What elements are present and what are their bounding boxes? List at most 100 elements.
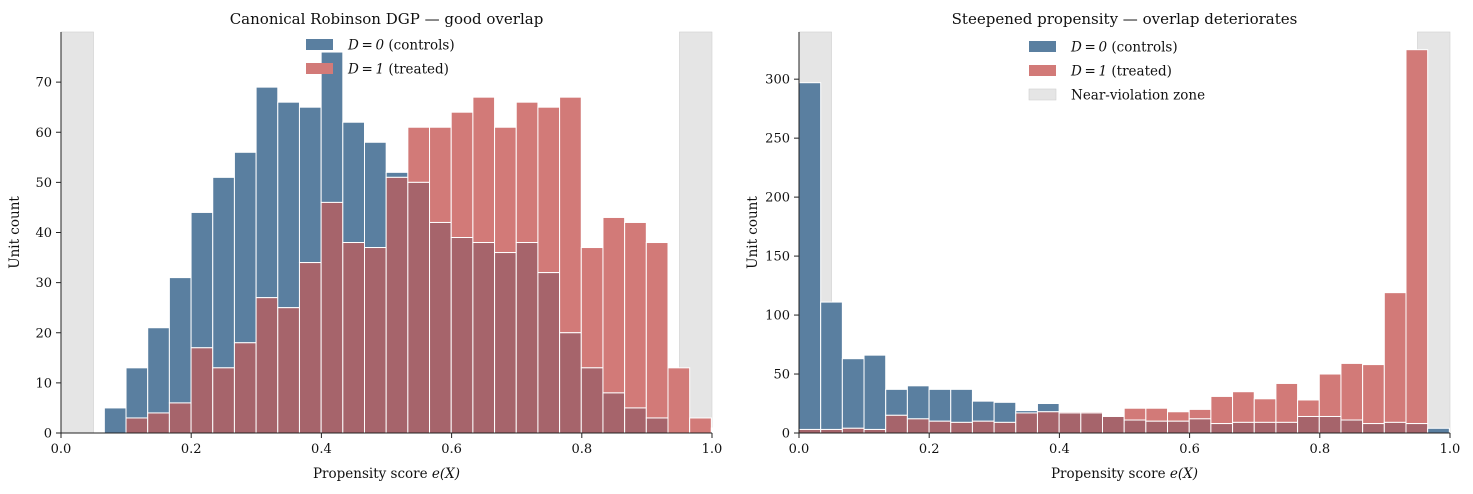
overlap-bar [1210,423,1234,434]
overlap-bar [1253,421,1277,434]
controls-bar [906,385,930,420]
y-tick-label: 40 [35,226,52,241]
y-tick-label: 100 [765,309,790,324]
overlap-bar [602,392,626,434]
controls-bar [363,141,387,249]
near-violation-zone [679,31,713,434]
overlap-bar [1101,415,1125,434]
overlap-bar [993,421,1017,434]
overlap-bar [537,272,561,434]
overlap-bar [820,428,843,434]
overlap-bar [928,420,952,434]
legend-swatch-controls [306,39,333,50]
legend-label-treated: D = 1 (treated) [347,62,449,78]
overlap-bar [190,347,214,434]
overlap-bar [1080,412,1103,434]
y-axis-label: Unit count [745,196,761,269]
y-tick-label: 10 [35,376,52,391]
legend-math: D = 1 [347,62,384,78]
overlap-bar [1167,420,1190,434]
x-tick-label: 0.2 [181,442,202,457]
x-tick-label: 0.0 [789,442,810,457]
legend-swatch-treated [1029,65,1056,76]
overlap-bar [645,417,669,434]
treated-bar [580,247,604,369]
overlap-bar [559,332,582,434]
overlap-bar [906,418,930,434]
treated-bar [1405,49,1429,425]
treated-bar [689,417,712,434]
y-tick-label: 0 [44,427,52,442]
overlap-bar [1036,411,1060,434]
overlap-bar [1145,420,1169,434]
x-tick-label: 0.4 [311,442,332,457]
treated-bar [1253,398,1277,423]
overlap-bar [255,297,279,434]
overlap-bar [1232,421,1255,434]
treated-bar [1232,391,1255,423]
overlap-bar [450,237,474,434]
y-tick-label: 70 [35,76,52,91]
treated-bar [1340,362,1364,421]
controls-bar [298,106,322,264]
treated-bar [645,242,669,419]
near-violation-zone [60,31,94,434]
controls-bar [820,301,843,430]
y-tick-label: 20 [35,326,52,341]
chart-title: Canonical Robinson DGP — good overlap [230,10,544,28]
overlap-bar [1340,419,1364,434]
x-tick-label: 0.6 [1179,442,1200,457]
treated-bar [472,96,496,244]
overlap-bar [841,427,865,434]
chart-1: 0.0 0.2 0.4 0.6 0.8 1.0 0 10 20 30 40 50 60 70 Canonic… [7,10,722,482]
legend-swatch-treated [306,63,333,74]
chart-title: Steepened propensity — overlap deteriora… [952,10,1298,28]
overlap-bar [212,367,235,434]
treated-bar [1362,364,1385,425]
controls-bar [971,400,995,422]
y-tick-label: 0 [782,427,790,442]
legend-label-controls: D = 0 (controls) [1070,40,1178,56]
overlap-bar [863,428,887,434]
legend-text-part: Near-violation zone [1071,88,1205,104]
controls-bar [385,171,409,178]
treated-bar [537,106,561,274]
overlap-bar [1297,415,1320,434]
overlap-bar [298,262,322,434]
legend-text-part: (controls) [384,38,454,54]
overlap-bar [233,342,257,434]
overlap-bar [971,420,995,434]
controls-bar [277,101,300,309]
overlap-bar [1362,423,1385,434]
legend-text-part: (treated) [384,62,449,78]
overlap-bar [125,417,149,434]
x-tick-label: 1.0 [702,442,723,457]
x-axis-label: Propensity score e(X) [1051,466,1198,482]
x-tick-label: 0.4 [1049,442,1070,457]
treated-bar [624,221,647,409]
y-tick-label: 300 [765,73,790,88]
controls-bar [342,121,365,244]
overlap-bar [1318,415,1342,434]
overlap-bar [950,421,973,434]
treated-bar [1123,407,1147,421]
treated-bar [1145,407,1169,422]
x-tick-label: 0.2 [919,442,940,457]
treated-bar [1275,382,1299,423]
overlap-bar [407,181,431,434]
overlap-bar [472,242,496,434]
overlap-bar [1123,419,1147,434]
controls-bar [233,151,257,344]
overlap-bar [515,242,539,434]
chart-2: 0.0 0.2 0.4 0.6 0.8 1.0 0 50 100 150 200 250 300 Stee… [745,10,1460,482]
y-tick-label: 60 [35,126,52,141]
treated-bar [667,367,691,434]
treated-bar [1297,399,1320,417]
overlap-bar [429,221,452,434]
overlap-bar [1383,421,1407,434]
overlap-bar [385,176,409,434]
x-tick-label: 0.6 [441,442,462,457]
legend-text-part: (controls) [1107,40,1177,56]
overlap-bar [147,412,170,434]
